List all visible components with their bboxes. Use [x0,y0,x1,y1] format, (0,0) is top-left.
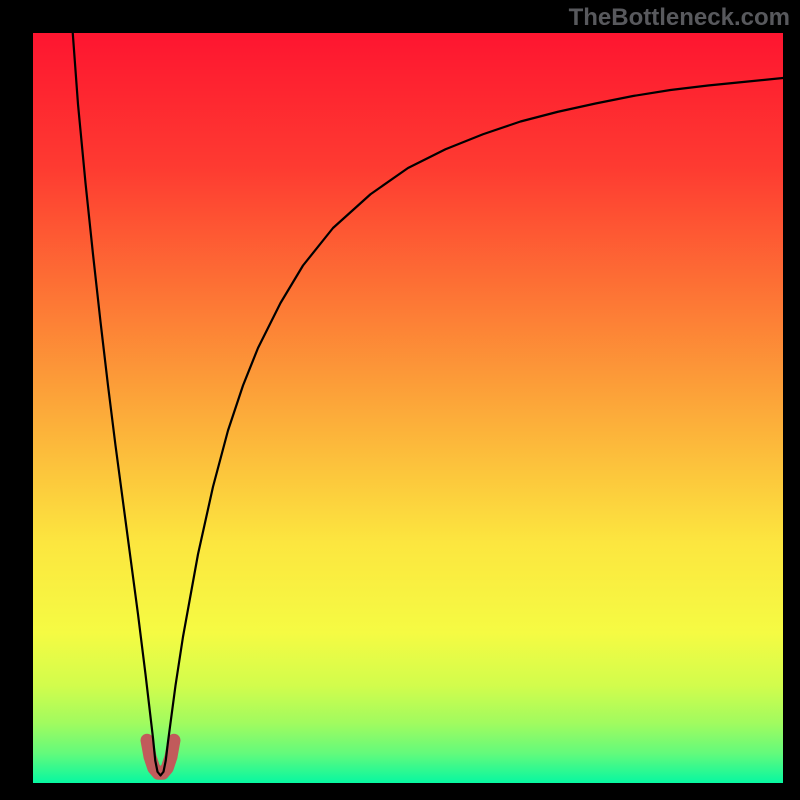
plot-area [33,33,783,783]
plot-svg [33,33,783,783]
watermark-text: TheBottleneck.com [569,4,790,32]
chart-frame: TheBottleneck.com [0,0,800,800]
